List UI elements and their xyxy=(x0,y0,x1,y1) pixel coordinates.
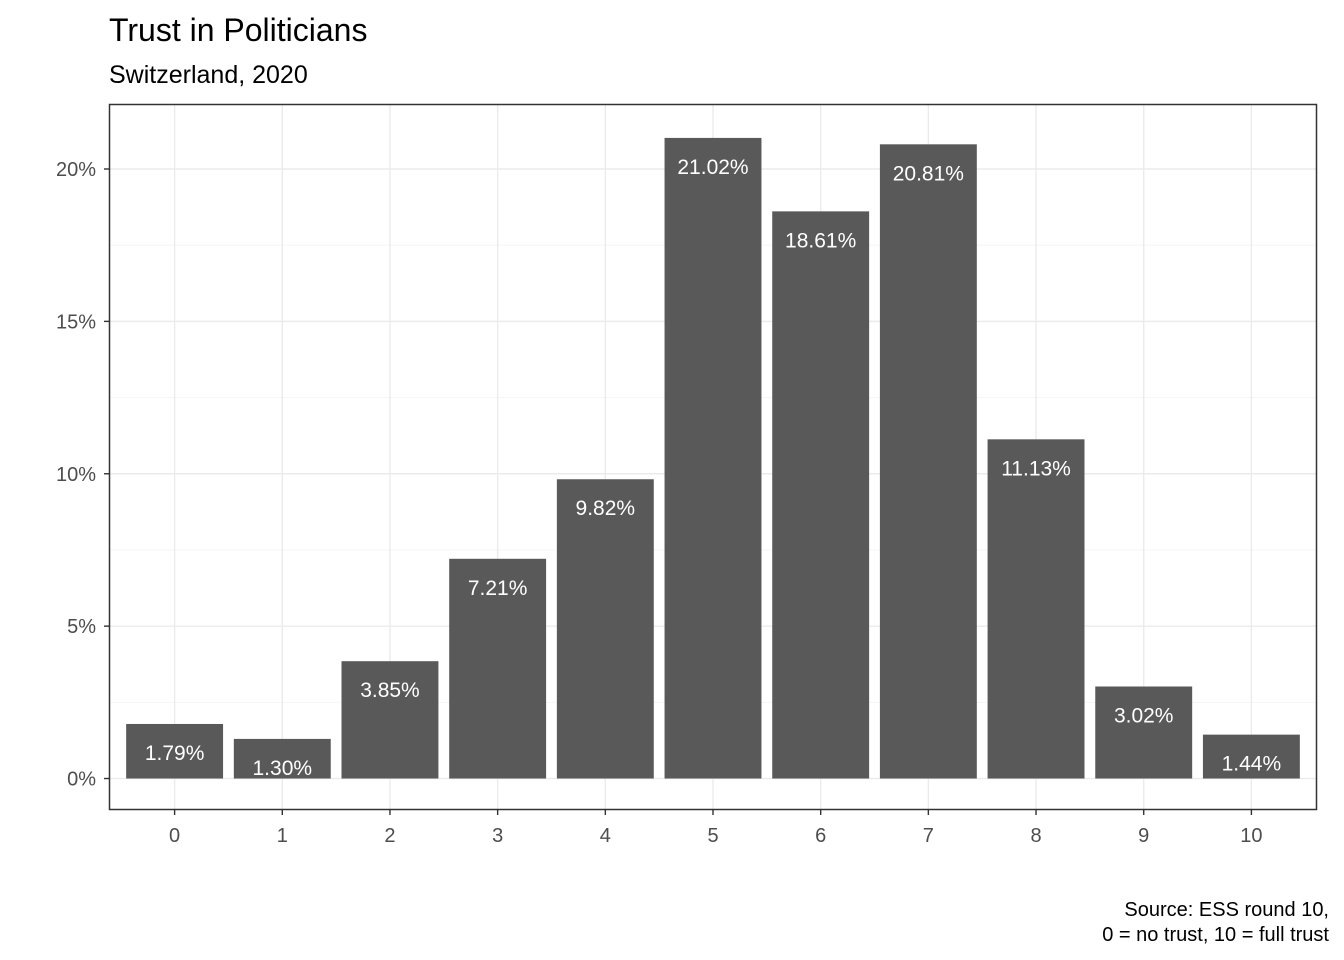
x-tick-label: 10 xyxy=(1240,825,1262,847)
bar-value-label: 11.13% xyxy=(1001,457,1071,480)
caption-line-1: Source: ESS round 10, xyxy=(1124,899,1329,921)
bar-value-label: 3.85% xyxy=(360,679,420,702)
bar-value-label: 1.30% xyxy=(253,757,313,780)
x-tick-label: 1 xyxy=(277,825,288,847)
x-tick-label: 5 xyxy=(707,825,718,847)
x-tick-label: 7 xyxy=(923,825,934,847)
chart-subtitle: Switzerland, 2020 xyxy=(109,61,308,89)
bar-value-label: 7.21% xyxy=(468,577,528,600)
bar-9 xyxy=(1095,686,1193,779)
bar-value-label: 1.79% xyxy=(145,742,205,765)
bar-6 xyxy=(772,211,870,779)
x-tick-label: 2 xyxy=(384,825,395,847)
bar-value-label: 1.44% xyxy=(1222,753,1282,776)
bar-value-label: 20.81% xyxy=(893,162,964,185)
bars xyxy=(126,137,1300,779)
bar-4 xyxy=(556,479,654,779)
x-axis: 0 1 2 3 4 5 6 7 8 9 10 xyxy=(169,809,1263,847)
y-tick-label: 20% xyxy=(56,159,96,181)
x-tick-label: 0 xyxy=(169,825,180,847)
bar-7 xyxy=(879,144,977,779)
y-axis: 0% 5% 10% 15% 20% xyxy=(56,159,110,791)
x-tick-label: 8 xyxy=(1030,825,1041,847)
bar-8 xyxy=(987,439,1085,779)
y-tick-label: 15% xyxy=(56,311,96,333)
caption-line-2: 0 = no trust, 10 = full trust xyxy=(1102,924,1329,946)
bar-labels: 1.79% 1.30% 3.85% 7.21% 9.82% 21.02% 18.61% 20.… xyxy=(145,156,1281,780)
x-tick-label: 3 xyxy=(492,825,503,847)
y-tick-label: 0% xyxy=(67,769,96,791)
bar-0 xyxy=(126,723,224,779)
bar-2 xyxy=(341,661,439,779)
bar-10 xyxy=(1202,734,1300,779)
y-tick-label: 10% xyxy=(56,464,96,486)
x-tick-label: 6 xyxy=(815,825,826,847)
bar-value-label: 21.02% xyxy=(677,156,748,179)
bar-value-label: 18.61% xyxy=(785,229,856,252)
x-tick-label: 9 xyxy=(1138,825,1149,847)
bar-1 xyxy=(233,738,331,779)
bar-3 xyxy=(449,558,547,779)
bar-value-label: 9.82% xyxy=(576,497,636,520)
bar-value-label: 3.02% xyxy=(1114,704,1174,727)
bar-5 xyxy=(664,137,762,779)
y-tick-label: 5% xyxy=(67,616,96,638)
x-tick-label: 4 xyxy=(600,825,611,847)
chart-title: Trust in Politicians xyxy=(109,12,367,48)
